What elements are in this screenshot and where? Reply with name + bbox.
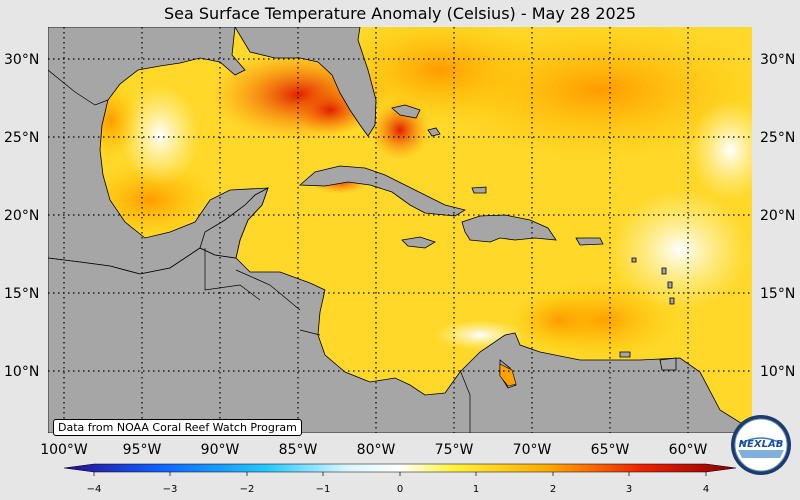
yucatan-land xyxy=(199,187,269,259)
lat-label: 15°N xyxy=(4,286,39,302)
nexlab-logo: NEXLAB xyxy=(731,415,791,475)
lat-label: 25°N xyxy=(4,130,39,146)
latitude-labels-right: 30°N 25°N 20°N 15°N 10°N xyxy=(760,52,795,380)
lon-label: 80°W xyxy=(357,442,396,458)
lon-label: 70°W xyxy=(513,442,552,458)
country-borders xyxy=(48,69,471,433)
cuba-land xyxy=(298,165,467,217)
lon-label: 85°W xyxy=(279,442,318,458)
jamaica-land xyxy=(401,236,436,249)
lat-label: 30°N xyxy=(760,52,795,68)
lon-label: 100°W xyxy=(40,442,88,458)
lake-maracaibo xyxy=(499,363,517,387)
colorbar-tick-label: −3 xyxy=(163,484,178,495)
florida-land xyxy=(234,27,377,137)
lon-label: 95°W xyxy=(123,442,162,458)
colorbar-tick-label: −4 xyxy=(87,484,102,495)
colorbar-tick-label: −2 xyxy=(240,484,255,495)
colorbar-tick-label: 1 xyxy=(473,484,479,495)
colorbar-tick-label: 0 xyxy=(397,484,403,495)
puerto-rico-land xyxy=(575,237,604,246)
lat-label: 10°N xyxy=(4,364,39,380)
lat-label: 25°N xyxy=(760,130,795,146)
latitude-labels-left: 30°N 25°N 20°N 15°N 10°N xyxy=(4,52,39,380)
hispaniola-land xyxy=(461,214,557,243)
lat-label: 20°N xyxy=(4,208,39,224)
lon-label: 60°W xyxy=(669,442,708,458)
colorbar-tick-label: 4 xyxy=(703,484,709,495)
colorbar-tick-label: −1 xyxy=(316,484,331,495)
lon-label: 75°W xyxy=(435,442,474,458)
lon-label: 65°W xyxy=(591,442,630,458)
colorbar-tick-label: 2 xyxy=(550,484,556,495)
data-credit-label: Data from NOAA Coral Reef Watch Program xyxy=(53,419,302,436)
logo-text: NEXLAB xyxy=(739,439,784,450)
colorbar-tick-label: 3 xyxy=(626,484,632,495)
bahamas-land xyxy=(391,104,421,119)
longitude-labels: 100°W 95°W 90°W 85°W 80°W 75°W 70°W 65°W… xyxy=(40,442,707,458)
map-area xyxy=(48,27,752,433)
lat-label: 10°N xyxy=(760,364,795,380)
lat-label: 30°N xyxy=(4,52,39,68)
lon-label: 90°W xyxy=(201,442,240,458)
lat-label: 15°N xyxy=(760,286,795,302)
lat-label: 20°N xyxy=(760,208,795,224)
colorbar: −4 −3 −2 −1 0 1 2 3 4 xyxy=(63,463,737,495)
map-title: Sea Surface Temperature Anomaly (Celsius… xyxy=(163,4,637,23)
